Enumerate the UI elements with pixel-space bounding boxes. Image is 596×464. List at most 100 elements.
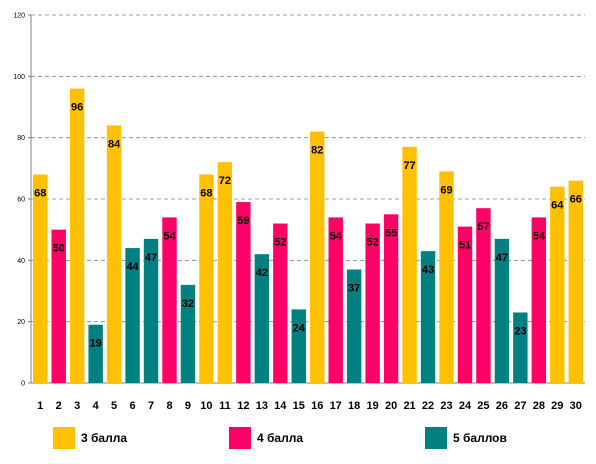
data-label: 66 bbox=[570, 194, 582, 206]
bar bbox=[33, 174, 48, 383]
y-tick-label: 100 bbox=[13, 74, 25, 81]
data-label: 47 bbox=[145, 252, 157, 264]
x-tick-label: 1 bbox=[37, 400, 43, 412]
y-tick-label: 120 bbox=[13, 13, 25, 20]
legend-swatch bbox=[53, 427, 75, 449]
x-tick-label: 23 bbox=[440, 400, 452, 412]
bar bbox=[88, 324, 103, 383]
y-tick-labels: 0 20 40 60 80 100 120 bbox=[13, 13, 25, 388]
bar bbox=[328, 217, 343, 383]
legend-item: 5 баллов bbox=[425, 427, 507, 449]
data-label: 23 bbox=[514, 325, 526, 337]
legend-item: 4 балла bbox=[229, 427, 303, 449]
data-label: 72 bbox=[219, 175, 231, 187]
legend-label: 5 баллов bbox=[453, 431, 507, 445]
x-tick-label: 12 bbox=[237, 400, 249, 412]
bar bbox=[180, 284, 196, 383]
x-tick-label: 21 bbox=[403, 400, 415, 412]
data-label: 37 bbox=[348, 283, 360, 295]
bar bbox=[273, 223, 288, 383]
x-tick-label: 7 bbox=[148, 400, 154, 412]
x-tick-label: 19 bbox=[367, 400, 379, 412]
bar bbox=[254, 254, 270, 383]
y-tick-label: 0 bbox=[21, 381, 25, 388]
x-tick-label: 29 bbox=[551, 400, 563, 412]
data-label: 42 bbox=[256, 267, 268, 279]
bar bbox=[568, 180, 583, 383]
data-label: 68 bbox=[34, 187, 46, 199]
data-label: 47 bbox=[496, 252, 508, 264]
data-label: 24 bbox=[293, 322, 306, 334]
x-tick-label: 3 bbox=[74, 400, 80, 412]
legend-swatch bbox=[229, 427, 251, 449]
data-label: 52 bbox=[274, 237, 286, 249]
x-tick-label: 6 bbox=[130, 400, 136, 412]
x-tick-label: 28 bbox=[533, 400, 545, 412]
x-tick-label: 17 bbox=[330, 400, 342, 412]
data-label: 57 bbox=[477, 221, 489, 233]
data-label: 96 bbox=[71, 102, 83, 114]
bar bbox=[439, 171, 454, 383]
legend-item: 3 балла bbox=[53, 427, 127, 449]
data-label: 54 bbox=[163, 230, 176, 242]
x-tick-label: 25 bbox=[477, 400, 489, 412]
data-label: 54 bbox=[330, 230, 343, 242]
bar bbox=[310, 131, 325, 383]
data-label: 50 bbox=[53, 243, 65, 255]
bar bbox=[531, 217, 547, 383]
bar bbox=[291, 309, 306, 383]
data-label: 77 bbox=[403, 160, 415, 172]
data-label: 55 bbox=[385, 227, 397, 239]
data-label: 19 bbox=[90, 338, 102, 350]
data-label: 43 bbox=[422, 264, 434, 276]
x-tick-label: 22 bbox=[422, 400, 434, 412]
bar bbox=[125, 248, 140, 383]
data-label: 64 bbox=[551, 200, 564, 212]
x-tick-label: 16 bbox=[311, 400, 323, 412]
bar bbox=[476, 208, 491, 383]
x-tick-label: 30 bbox=[570, 400, 582, 412]
bar bbox=[217, 162, 233, 383]
data-label: 69 bbox=[440, 184, 452, 196]
x-tick-label: 2 bbox=[56, 400, 62, 412]
bar bbox=[383, 214, 399, 383]
bar bbox=[106, 125, 122, 384]
x-tick-label: 10 bbox=[200, 400, 212, 412]
x-tick-label: 8 bbox=[166, 400, 172, 412]
legend-label: 3 балла bbox=[81, 431, 127, 445]
data-label: 51 bbox=[459, 240, 471, 252]
axes bbox=[28, 14, 585, 384]
bar bbox=[162, 217, 177, 383]
x-tick-label: 11 bbox=[219, 400, 231, 412]
x-tick-label: 14 bbox=[274, 400, 287, 412]
bar bbox=[402, 146, 417, 383]
legend-swatch bbox=[425, 427, 447, 449]
x-tick-label: 5 bbox=[111, 400, 117, 412]
x-tick-label: 24 bbox=[459, 400, 472, 412]
y-tick-label: 80 bbox=[17, 135, 25, 142]
y-tick-label: 40 bbox=[17, 258, 25, 265]
data-label: 59 bbox=[237, 215, 249, 227]
x-tick-label: 26 bbox=[496, 400, 508, 412]
bar bbox=[365, 223, 380, 383]
data-label: 32 bbox=[182, 298, 194, 310]
x-tick-label: 20 bbox=[385, 400, 397, 412]
gridlines bbox=[31, 14, 585, 323]
bar bbox=[199, 174, 214, 383]
bar bbox=[236, 202, 251, 383]
data-label: 44 bbox=[126, 261, 139, 273]
data-label: 84 bbox=[108, 138, 121, 150]
data-labels: 68 50 96 19 84 44 47 54 32 68 72 59 42 52 24 82 54 37 52 55… bbox=[34, 102, 582, 350]
bar bbox=[513, 312, 528, 383]
bar bbox=[69, 88, 85, 383]
bar bbox=[51, 229, 66, 383]
data-label: 54 bbox=[533, 230, 546, 242]
x-tick-labels: 1 2 3 4 5 6 7 8 9 10 11 12 13 14 15 16 17 18 19 20 21 22 23 24 2… bbox=[37, 400, 582, 412]
bar bbox=[457, 226, 473, 383]
x-tick-label: 18 bbox=[348, 400, 360, 412]
x-tick-label: 9 bbox=[185, 400, 191, 412]
bars bbox=[33, 88, 583, 384]
data-label: 52 bbox=[367, 237, 379, 249]
bar bbox=[420, 251, 436, 383]
